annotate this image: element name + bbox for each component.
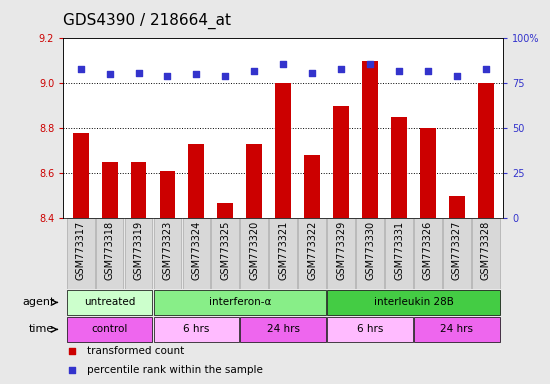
Bar xyxy=(153,317,239,341)
Point xyxy=(163,73,172,79)
Point xyxy=(221,73,230,79)
Text: time: time xyxy=(29,324,54,334)
Bar xyxy=(67,317,152,341)
Bar xyxy=(449,196,465,218)
Bar xyxy=(96,218,123,289)
Bar xyxy=(153,290,326,314)
Point xyxy=(68,348,76,354)
Bar xyxy=(333,106,349,218)
Point xyxy=(192,71,201,78)
Text: GSM773317: GSM773317 xyxy=(75,220,86,280)
Text: interferon-α: interferon-α xyxy=(208,298,271,308)
Point xyxy=(395,68,404,74)
Text: 6 hrs: 6 hrs xyxy=(183,324,210,334)
Text: 6 hrs: 6 hrs xyxy=(357,324,383,334)
Text: GSM773324: GSM773324 xyxy=(191,220,201,280)
Text: GSM773331: GSM773331 xyxy=(394,220,404,280)
Bar xyxy=(472,218,500,289)
Bar xyxy=(125,218,152,289)
Text: GSM773322: GSM773322 xyxy=(307,220,317,280)
Bar xyxy=(183,218,210,289)
Text: GSM773329: GSM773329 xyxy=(336,220,346,280)
Text: percentile rank within the sample: percentile rank within the sample xyxy=(87,365,263,375)
Text: interleukin 28B: interleukin 28B xyxy=(373,298,453,308)
Bar xyxy=(217,202,233,218)
Text: GSM773328: GSM773328 xyxy=(481,220,491,280)
Bar xyxy=(211,218,239,289)
Bar xyxy=(298,218,326,289)
Text: GDS4390 / 218664_at: GDS4390 / 218664_at xyxy=(63,13,231,29)
Bar xyxy=(478,83,494,218)
Bar xyxy=(327,290,500,314)
Text: GSM773325: GSM773325 xyxy=(221,220,230,280)
Bar xyxy=(160,171,175,218)
Bar xyxy=(443,218,471,289)
Text: GSM773319: GSM773319 xyxy=(134,220,144,280)
Text: GSM773327: GSM773327 xyxy=(452,220,462,280)
Text: GSM773323: GSM773323 xyxy=(162,220,173,280)
Bar xyxy=(327,317,413,341)
Text: transformed count: transformed count xyxy=(87,346,185,356)
Bar xyxy=(130,162,146,218)
Bar xyxy=(276,83,291,218)
Point xyxy=(453,73,461,79)
Point xyxy=(481,66,490,72)
Point xyxy=(337,66,345,72)
Point xyxy=(366,61,375,67)
Point xyxy=(308,70,317,76)
Text: control: control xyxy=(91,324,128,334)
Bar xyxy=(240,317,326,341)
Bar xyxy=(73,133,89,218)
Text: GSM773320: GSM773320 xyxy=(249,220,259,280)
Point xyxy=(68,367,76,373)
Text: GSM773330: GSM773330 xyxy=(365,220,375,280)
Bar xyxy=(414,317,500,341)
Bar xyxy=(356,218,384,289)
Bar xyxy=(67,218,95,289)
Bar xyxy=(414,218,442,289)
Text: untreated: untreated xyxy=(84,298,135,308)
Bar xyxy=(240,218,268,289)
Point xyxy=(250,68,258,74)
Text: 24 hrs: 24 hrs xyxy=(441,324,474,334)
Bar xyxy=(391,117,407,218)
Bar xyxy=(327,218,355,289)
Text: GSM773318: GSM773318 xyxy=(104,220,114,280)
Point xyxy=(105,71,114,78)
Bar xyxy=(420,128,436,218)
Point xyxy=(279,61,288,67)
Bar xyxy=(385,218,413,289)
Point xyxy=(134,70,143,76)
Text: GSM773321: GSM773321 xyxy=(278,220,288,280)
Point xyxy=(424,68,432,74)
Bar xyxy=(67,290,152,314)
Text: agent: agent xyxy=(22,298,54,308)
Bar xyxy=(270,218,297,289)
Bar xyxy=(246,144,262,218)
Bar xyxy=(189,144,205,218)
Bar xyxy=(153,218,182,289)
Bar xyxy=(304,155,320,218)
Point xyxy=(76,66,85,72)
Bar xyxy=(102,162,118,218)
Bar xyxy=(362,61,378,218)
Text: 24 hrs: 24 hrs xyxy=(267,324,300,334)
Text: GSM773326: GSM773326 xyxy=(423,220,433,280)
